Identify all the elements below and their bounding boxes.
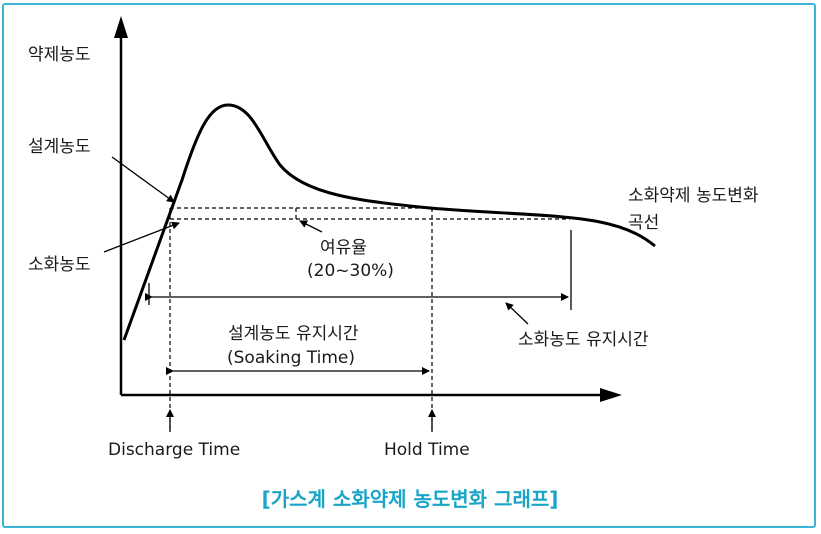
- discharge-time-label: Discharge Time: [108, 440, 240, 460]
- margin-label: 여유율: [320, 238, 367, 258]
- hold-time-label: Hold Time: [384, 440, 470, 460]
- y-axis-label: 약제농도: [28, 45, 91, 65]
- margin-leader: [299, 220, 323, 233]
- x-axis-arrowhead: [600, 388, 622, 402]
- margin-range-label: (20~30%): [307, 261, 394, 281]
- y-axis-arrowhead: [114, 16, 128, 38]
- curve-name-label: 소화약제 농도변화: [628, 186, 759, 206]
- extinguish-hold-leader: [505, 302, 529, 325]
- figure-frame: [2, 3, 816, 528]
- design-conc-leader: [111, 156, 175, 203]
- soaking-label-english: (Soaking Time): [227, 348, 355, 368]
- soaking-label: 설계농도 유지시간: [228, 324, 359, 344]
- extinguish-conc-leader: [103, 221, 180, 253]
- design-conc-label: 설계농도: [28, 137, 91, 157]
- extinguish-conc-label: 소화농도: [28, 255, 91, 275]
- concentration-curve: [122, 103, 656, 341]
- figure-caption: [가스계 소화약제 농도변화 그래프]: [262, 487, 559, 511]
- extinguish-hold-label: 소화농도 유지시간: [518, 330, 649, 350]
- dashed-guides: [169, 207, 570, 432]
- curve-name-label-line2: 곡선: [628, 213, 659, 233]
